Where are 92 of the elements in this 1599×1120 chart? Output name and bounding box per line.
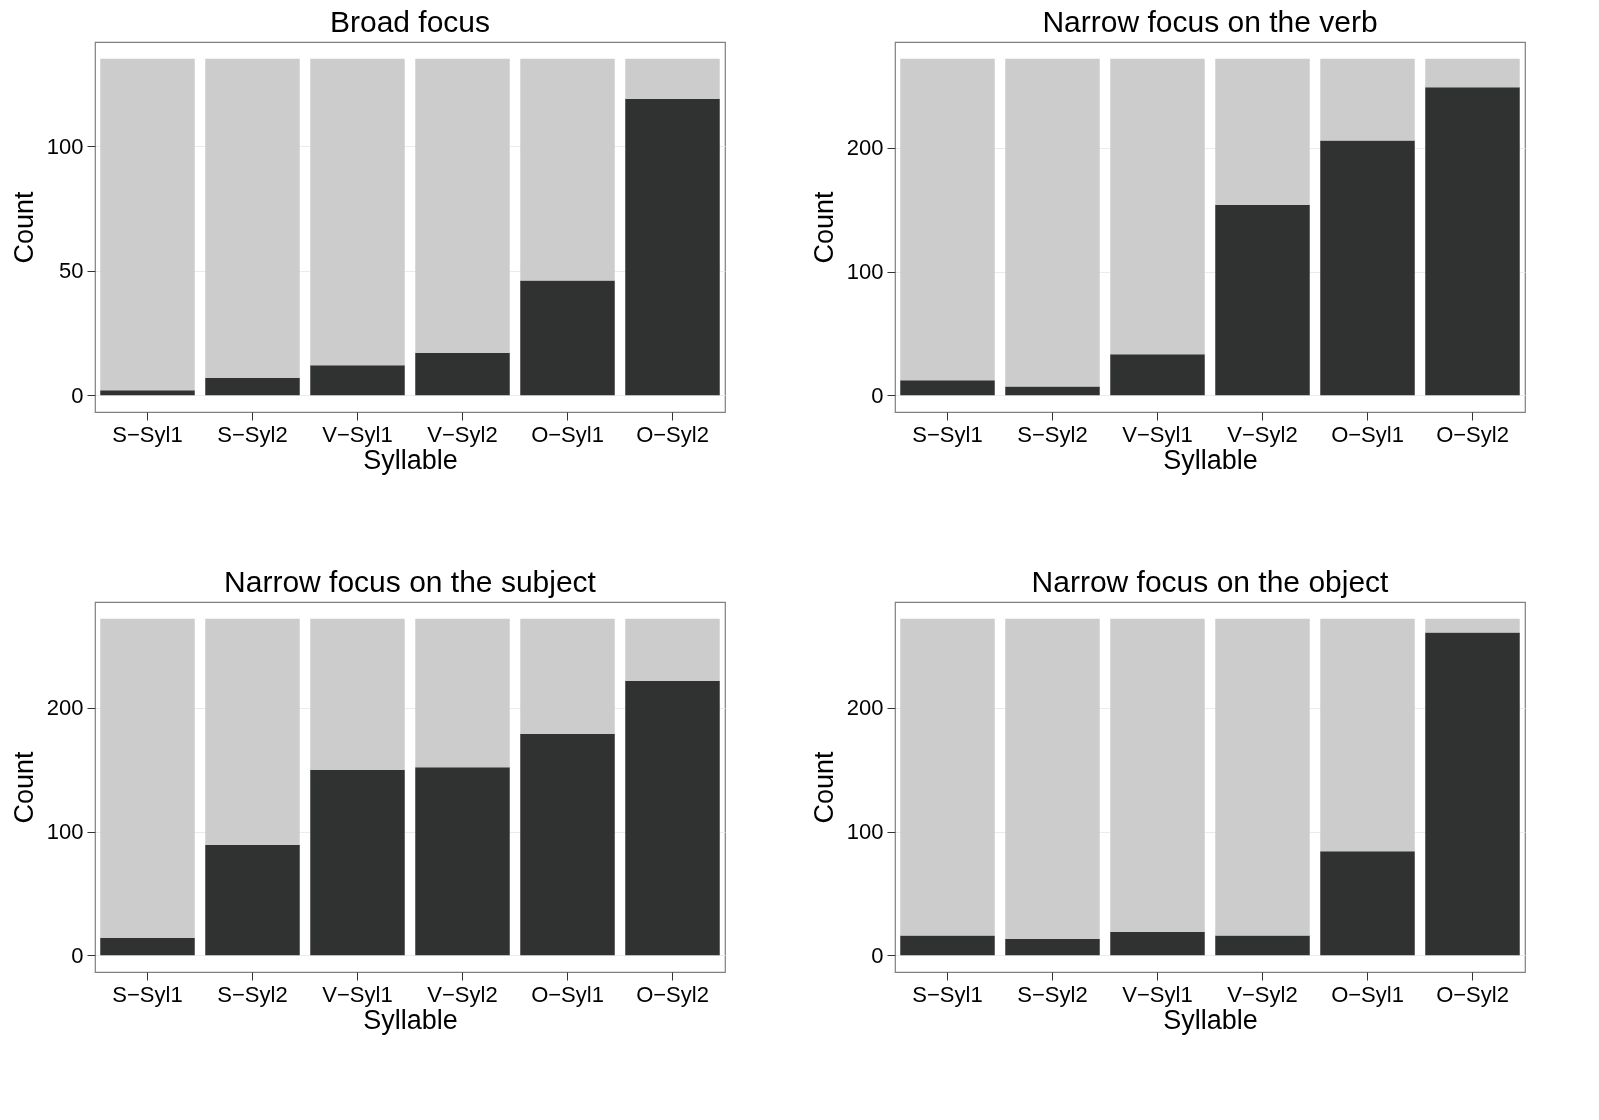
bar [1005,939,1100,956]
x-tick-label: O−Syl1 [1331,981,1404,1007]
bar [900,58,995,381]
y-tick-label: 200 [46,695,84,721]
x-tick-label: S−Syl2 [217,981,288,1007]
y-axis-title: Count [808,190,839,264]
bar [625,680,720,956]
y-tick-label: 100 [846,819,884,845]
x-tick-label: O−Syl2 [636,981,709,1007]
bar [100,618,195,938]
bar [1005,618,1100,940]
bar [1005,386,1100,396]
bar [310,365,405,396]
bar [100,58,195,391]
y-tick-label: 0 [871,382,884,408]
x-tick-label: V−Syl1 [1122,981,1193,1007]
bar [900,380,995,396]
bar [100,937,195,956]
x-tick-label: V−Syl1 [322,981,393,1007]
bar [310,58,405,366]
bar [1320,618,1415,852]
bar [900,935,995,956]
bar [1425,58,1520,88]
x-tick-label: V−Syl1 [322,421,393,447]
bar [310,769,405,956]
chart-title: Narrow focus on the verb [1042,5,1378,38]
bar [205,618,300,846]
bar [625,98,720,396]
bar [205,58,300,378]
x-tick-label: V−Syl1 [1122,421,1193,447]
y-tick-label: 200 [846,695,884,721]
bar [1110,58,1205,355]
bar [520,618,615,734]
y-tick-label: 200 [846,135,884,161]
y-tick-label: 50 [59,258,84,284]
bar [1215,935,1310,956]
x-tick-label: O−Syl2 [636,421,709,447]
bar [625,58,720,99]
bar [1110,931,1205,956]
x-tick-label: V−Syl2 [1227,421,1298,447]
x-tick-label: S−Syl1 [112,421,183,447]
y-tick-label: 0 [71,382,84,408]
y-tick-label: 0 [871,942,884,968]
y-tick-label: 0 [71,942,84,968]
x-tick-label: O−Syl1 [531,981,604,1007]
bar [1425,618,1520,633]
bar [415,352,510,396]
chart-title: Broad focus [329,5,491,38]
bar [1425,632,1520,956]
bar [1215,204,1310,396]
bar [1425,87,1520,396]
bar [520,280,615,396]
bar [205,845,300,956]
bar [415,618,510,768]
bar [1215,618,1310,936]
bar [100,390,195,396]
chart-title: Narrow focus on the subject [224,565,597,598]
bar [1320,58,1415,141]
x-tick-label: V−Syl2 [1227,981,1298,1007]
bar [1110,618,1205,932]
y-axis-title: Count [8,190,39,264]
y-axis-title: Count [808,750,839,824]
bar [415,58,510,353]
x-tick-label: S−Syl2 [1017,421,1088,447]
bar [415,767,510,956]
x-tick-label: O−Syl1 [531,421,604,447]
y-tick-label: 100 [46,133,84,159]
bar [520,733,615,956]
bar [1110,354,1205,396]
x-tick-label: V−Syl2 [427,981,498,1007]
x-tick-label: O−Syl2 [1436,981,1509,1007]
x-tick-label: S−Syl1 [112,981,183,1007]
x-tick-label: V−Syl2 [427,421,498,447]
bar [205,377,300,396]
bar [1215,58,1310,205]
x-tick-label: O−Syl2 [1436,421,1509,447]
x-tick-label: O−Syl1 [1331,421,1404,447]
bar [625,618,720,681]
x-tick-label: S−Syl2 [217,421,288,447]
x-tick-label: S−Syl2 [1017,981,1088,1007]
bar [1005,58,1100,387]
bar [1320,851,1415,956]
bar [1320,140,1415,396]
y-tick-label: 100 [846,259,884,285]
bar [520,58,615,281]
bar [900,618,995,936]
bar [310,618,405,770]
x-tick-label: S−Syl1 [912,981,983,1007]
x-tick-label: S−Syl1 [912,421,983,447]
y-axis-title: Count [8,750,39,824]
y-tick-label: 100 [46,819,84,845]
chart-title: Narrow focus on the object [1031,565,1390,598]
